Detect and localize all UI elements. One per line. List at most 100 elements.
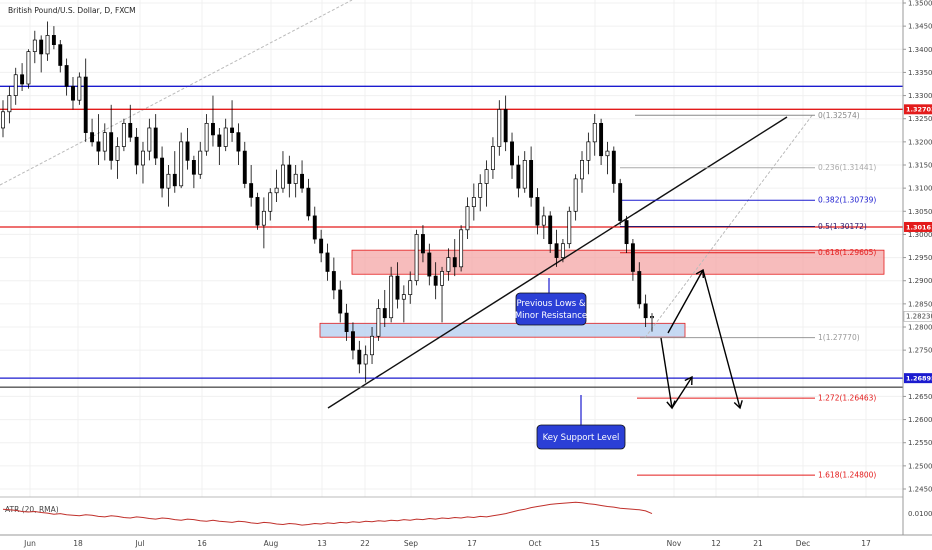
candle-body: [32, 39, 37, 52]
candle-body: [51, 35, 56, 46]
x-tick-label: 15: [590, 539, 600, 548]
candle-body: [554, 243, 559, 258]
candle-body: [440, 271, 444, 286]
candle-body: [465, 206, 470, 231]
candle-body: [281, 164, 285, 189]
candle-body: [351, 331, 355, 351]
candle-body: [1, 111, 5, 129]
candles: [1, 21, 654, 383]
y-tick-label: 1.26000: [908, 416, 932, 424]
x-tick-label: Dec: [796, 539, 811, 548]
candle-body: [300, 173, 304, 189]
y-tick-label: 1.24500: [908, 486, 932, 494]
x-tick-label: Jun: [23, 539, 36, 548]
y-tick-label: 1.27500: [908, 347, 932, 355]
x-tick-label: 17: [467, 539, 477, 548]
y-tick-label: 1.25000: [908, 462, 932, 470]
candle-body: [420, 234, 425, 254]
fib-label: 1(1.27770): [818, 333, 860, 342]
candle-body: [39, 39, 44, 55]
candle-body: [331, 271, 336, 291]
fib-label: 0.236(1.31441): [818, 163, 876, 172]
candle-body: [414, 234, 419, 282]
candle-body: [586, 141, 591, 161]
callout-previous-lows: [515, 292, 587, 326]
candle-body: [650, 316, 654, 319]
x-tick-label: 22: [360, 539, 370, 548]
candle-body: [268, 192, 273, 212]
x-tick-label: 13: [317, 539, 327, 548]
projection-arrows: [660, 268, 743, 410]
candle-body: [102, 132, 107, 152]
x-tick-label: 21: [753, 539, 763, 548]
candle-body: [592, 122, 597, 143]
fib-label: 0.382(1.30739): [818, 196, 876, 205]
callout-text-line: Key Support Level: [543, 433, 620, 443]
candle-body: [567, 210, 572, 245]
price-axis: 1.35000 1.34500 1.34000 1.33500 1.33000 1.325…: [902, 0, 932, 535]
y-tick-label: 1.34500: [908, 23, 932, 31]
candle-body: [599, 122, 604, 157]
candle-body: [7, 95, 12, 113]
candle-body: [522, 160, 527, 189]
y-tick-label: 1.30500: [908, 208, 932, 216]
fib-label: 0.618(1.29605): [818, 248, 876, 257]
candle-body: [179, 141, 184, 187]
candle-body: [306, 187, 311, 217]
candle-body: [535, 197, 540, 226]
candle-body: [459, 229, 464, 268]
y-tick-label: 1.29500: [908, 254, 932, 262]
candle-body: [471, 197, 476, 208]
support-zone: [319, 322, 686, 338]
candle-body: [141, 150, 145, 166]
time-axis: Jun 18 Jul 16 Aug 13 22 Sep 17 Oct 15 Nov 12 21 Dec 17: [0, 534, 932, 548]
candle-body: [560, 243, 565, 258]
candle-body: [26, 51, 31, 85]
fib-label: 0(1.32574): [818, 111, 860, 120]
candle-body: [109, 132, 114, 161]
candle-body: [605, 150, 610, 157]
callout-text-line: Minor Resistance: [515, 311, 587, 321]
x-tick-label: 12: [711, 539, 721, 548]
candle-body: [541, 215, 546, 226]
x-tick-label: 18: [73, 539, 83, 548]
y-tick-label: 1.28000: [908, 324, 932, 332]
candle-body: [293, 173, 298, 184]
candle-body: [401, 294, 406, 300]
candle-body: [172, 173, 177, 187]
candle-body: [325, 252, 330, 272]
candle-body: [249, 183, 254, 198]
callouts: Previous Lows & Minor Resistance Key Suppo…: [515, 278, 626, 450]
price-tag: [904, 104, 932, 115]
candle-body: [637, 271, 642, 305]
current-price-tag: [903, 311, 932, 322]
y-tick-label: 1.34000: [908, 46, 932, 54]
y-tick-label: 1.30000: [908, 231, 932, 239]
candle-body: [389, 275, 394, 319]
candle-body: [433, 275, 438, 286]
atr-pane: ATR (20, RMA) 0.0100: [0, 496, 932, 526]
candle-body: [255, 197, 260, 226]
arrow-up-2: [671, 376, 693, 409]
candle-body: [198, 150, 203, 175]
fib-label: 0.5(1.30172): [818, 222, 867, 231]
x-tick-label: Aug: [264, 539, 279, 548]
candle-body: [45, 35, 50, 55]
price-tag-label: 1.32703: [906, 106, 932, 114]
candle-body: [20, 74, 25, 85]
candle-body: [185, 141, 190, 161]
arrow-down-2: [702, 269, 741, 409]
y-tick-label: 1.32000: [908, 138, 932, 146]
candle-body: [274, 187, 279, 194]
candle-body: [618, 183, 623, 221]
candle-body: [83, 76, 88, 133]
candle-body: [121, 122, 126, 147]
resistance-zone: [351, 249, 885, 275]
x-tick-label: 16: [197, 539, 207, 548]
y-tick-label: 1.28500: [908, 300, 932, 308]
candle-body: [128, 122, 133, 138]
arrow-head: [733, 400, 743, 410]
candle-body: [261, 210, 266, 226]
